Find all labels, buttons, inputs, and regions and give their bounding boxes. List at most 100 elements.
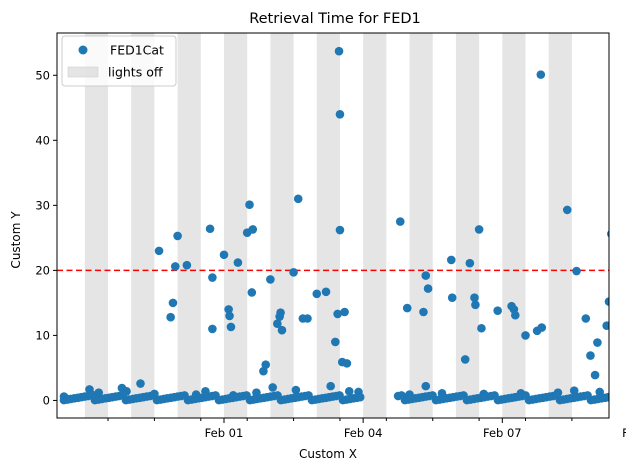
data-point <box>477 323 486 333</box>
data-point <box>493 306 502 315</box>
data-point <box>335 225 345 235</box>
data-point <box>355 392 365 402</box>
y-tick-label: 50 <box>35 68 50 82</box>
data-point <box>233 258 243 267</box>
chart-title: Retrieval Time for FED1 <box>249 11 421 27</box>
data-point <box>321 287 331 297</box>
data-point <box>219 250 229 260</box>
data-point <box>611 392 620 401</box>
data-point <box>277 325 287 335</box>
data-point <box>136 379 145 388</box>
data-point <box>344 387 354 396</box>
data-point <box>268 383 277 392</box>
data-point <box>340 307 349 317</box>
x-tick-label: Feb 10 <box>622 426 626 440</box>
data-point <box>154 246 164 256</box>
data-point <box>334 46 344 56</box>
data-point <box>581 314 591 323</box>
x-tick-label: Feb 01 <box>205 426 244 440</box>
data-point <box>312 289 322 299</box>
data-point <box>618 396 626 405</box>
legend-label-fed1cat: FED1Cat <box>110 43 164 58</box>
data-point <box>474 225 484 234</box>
data-point <box>208 324 217 334</box>
data-point <box>572 266 581 276</box>
legend-patch-lights-off <box>67 66 99 78</box>
data-point <box>447 293 457 302</box>
data-point <box>170 262 180 271</box>
data-point <box>333 309 342 319</box>
data-point <box>607 230 609 238</box>
y-tick-label: 0 <box>43 393 50 407</box>
data-point <box>423 284 433 293</box>
lights-off-band <box>409 33 433 418</box>
data-point <box>590 370 600 380</box>
data-point <box>293 194 303 204</box>
data-point <box>276 308 285 317</box>
data-point <box>536 70 546 79</box>
data-point <box>604 297 609 306</box>
data-point <box>273 319 282 329</box>
lights-off-band <box>177 33 201 418</box>
data-point <box>510 310 520 320</box>
data-point <box>247 288 257 297</box>
data-point <box>303 314 312 323</box>
data-point <box>562 205 572 215</box>
plot-inner <box>57 33 626 418</box>
data-point <box>446 255 456 265</box>
data-point <box>419 307 428 317</box>
legend-label-lights-off: lights off <box>108 65 163 80</box>
data-point <box>616 269 625 278</box>
lights-off-band <box>548 33 572 418</box>
lights-off-band <box>131 33 155 418</box>
y-tick-label: 30 <box>35 198 50 212</box>
data-point <box>331 337 340 347</box>
legend-marker-fed1cat <box>78 45 88 55</box>
data-point <box>225 311 234 321</box>
y-tick-label: 40 <box>35 133 50 147</box>
data-point <box>208 273 217 282</box>
data-point <box>259 366 268 376</box>
lights-off-band <box>316 33 340 418</box>
data-point <box>395 217 405 226</box>
lights-off-band <box>363 33 387 418</box>
lights-off-band <box>84 33 109 418</box>
data-point <box>205 224 215 234</box>
legend: FED1Cat lights off <box>61 35 177 87</box>
data-point <box>226 322 236 332</box>
x-tick-label: Feb 07 <box>483 426 522 440</box>
data-point <box>335 109 345 119</box>
data-point <box>612 267 621 276</box>
y-tick-label: 20 <box>35 263 50 277</box>
data-point <box>326 381 335 391</box>
data-point <box>173 231 182 241</box>
data-point <box>465 258 475 268</box>
data-point <box>586 351 595 360</box>
lights-off-band <box>502 33 526 418</box>
data-point <box>248 225 258 234</box>
data-point <box>402 303 412 313</box>
data-point <box>619 323 626 332</box>
data-point <box>609 232 618 241</box>
data-point <box>621 395 626 404</box>
data-point <box>602 321 609 330</box>
data-point <box>470 293 479 302</box>
x-tick-label: Feb 04 <box>344 426 383 440</box>
y-axis-label: Custom Y <box>9 211 23 269</box>
data-point <box>471 300 480 310</box>
data-point <box>266 275 275 284</box>
data-point <box>182 260 192 270</box>
data-point <box>291 385 301 395</box>
data-point <box>614 391 623 400</box>
x-axis-label: Custom X <box>299 447 357 461</box>
lights-off-band <box>270 33 294 418</box>
data-point <box>460 355 470 364</box>
data-point <box>289 268 298 277</box>
y-tick-label: 10 <box>35 328 50 342</box>
data-point <box>166 312 175 322</box>
plot-area: 0 10 20 30 40 50 Feb 01 Feb 04 Feb 07 Feb 10 <box>35 32 626 440</box>
data-point <box>224 305 233 314</box>
data-point <box>342 359 352 368</box>
data-point <box>261 360 271 369</box>
